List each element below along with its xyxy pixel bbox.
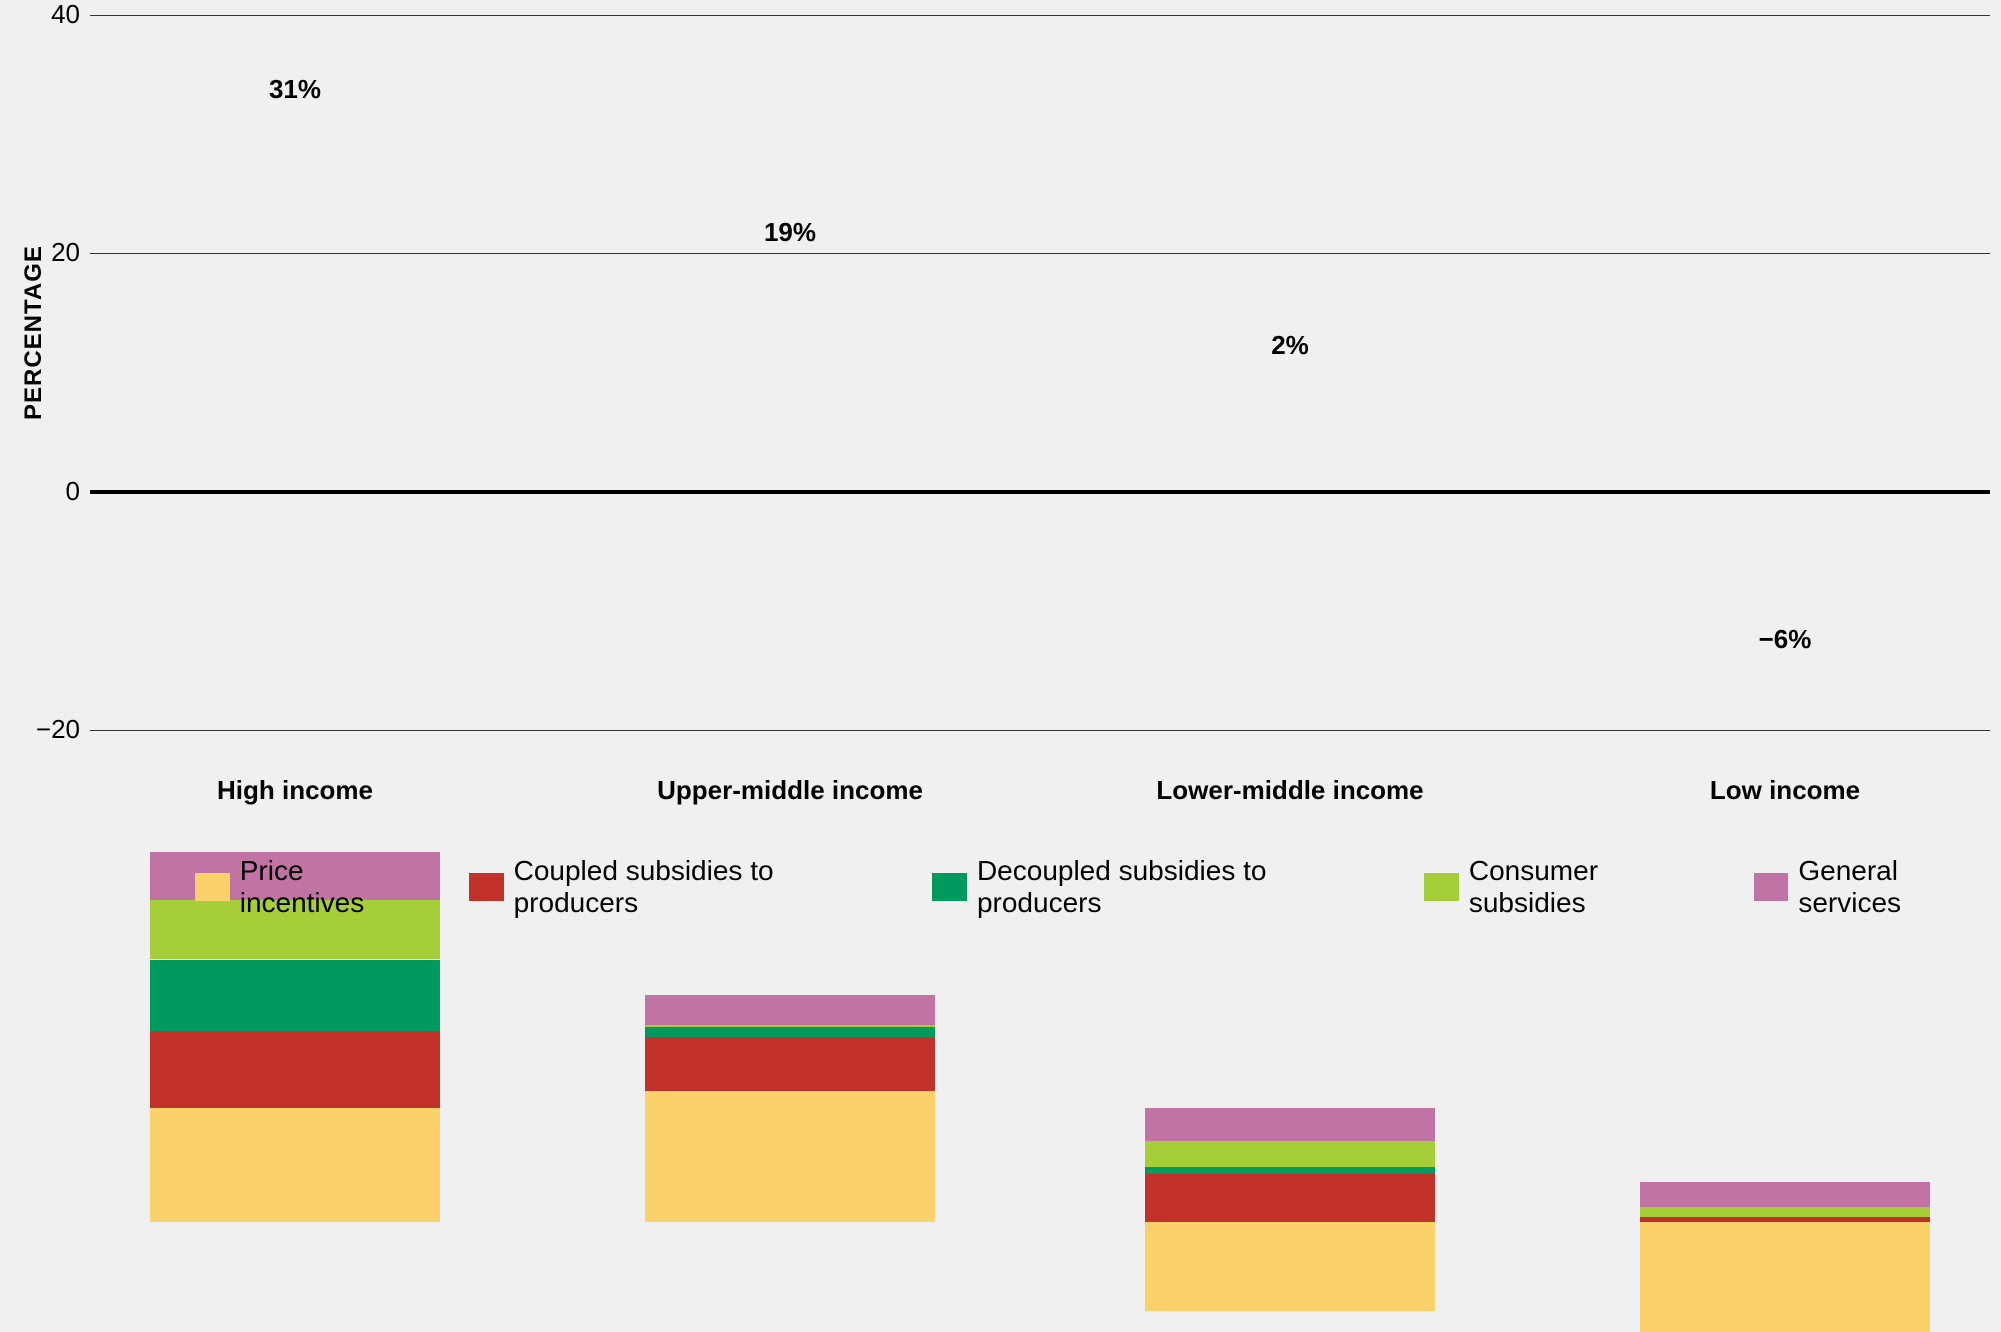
- bar-segment-decoupled-subsidies: [645, 1027, 935, 1037]
- bar-total-label: 31%: [235, 74, 355, 105]
- gridline: [90, 730, 1990, 731]
- bar-segment-price-incentives: [1640, 1222, 1930, 1332]
- category-label: Low income: [1710, 775, 1860, 806]
- bar-segment-decoupled-subsidies: [150, 960, 440, 1032]
- bar-segment-price-incentives: [1145, 1222, 1435, 1311]
- legend-item: General services: [1754, 855, 2001, 919]
- stacked-bar-chart: PERCENTAGE Price incentivesCoupled subsi…: [0, 0, 2001, 895]
- category-label: Lower-middle income: [1156, 775, 1423, 806]
- y-tick-label: 40: [30, 0, 80, 30]
- y-tick-label: −20: [30, 714, 80, 745]
- legend-item: Decoupled subsidies to producers: [932, 855, 1384, 919]
- legend-item: Consumer subsidies: [1424, 855, 1713, 919]
- bar-segment-general-services: [645, 995, 935, 1025]
- bar-total-label: 19%: [730, 217, 850, 248]
- legend-label: General services: [1798, 855, 2001, 919]
- bar-segment-consumer-subsidies: [1640, 1207, 1930, 1217]
- legend-swatch: [1754, 873, 1789, 901]
- legend-swatch: [469, 873, 504, 901]
- bar-segment-decoupled-subsidies: [1145, 1167, 1435, 1174]
- legend-label: Price incentives: [240, 855, 429, 919]
- bar-segment-coupled-subsidies: [1640, 1217, 1930, 1222]
- legend-swatch: [932, 873, 967, 901]
- bar-segment-coupled-subsidies: [645, 1037, 935, 1091]
- gridline: [90, 15, 1990, 16]
- legend: Price incentives Coupled subsidies to pro…: [195, 855, 2001, 919]
- zero-gridline: [90, 490, 1990, 494]
- category-label: High income: [217, 775, 373, 806]
- bar-segment-price-incentives: [150, 1108, 440, 1221]
- y-tick-label: 20: [30, 237, 80, 268]
- legend-swatch: [1424, 873, 1459, 901]
- legend-label: Consumer subsidies: [1469, 855, 1714, 919]
- bar-segment-coupled-subsidies: [1145, 1174, 1435, 1222]
- legend-swatch: [195, 873, 230, 901]
- bar-segment-general-services: [1145, 1108, 1435, 1140]
- legend-item: Coupled subsidies to producers: [469, 855, 892, 919]
- legend-label: Coupled subsidies to producers: [514, 855, 893, 919]
- legend-item: Price incentives: [195, 855, 429, 919]
- legend-label: Decoupled subsidies to producers: [977, 855, 1384, 919]
- category-label: Upper-middle income: [657, 775, 923, 806]
- y-tick-label: 0: [30, 476, 80, 507]
- bar-segment-general-services: [1640, 1182, 1930, 1207]
- y-axis-title: PERCENTAGE: [20, 245, 48, 420]
- bar-segment-price-incentives: [645, 1091, 935, 1222]
- bar-segment-coupled-subsidies: [150, 1031, 440, 1108]
- gridline: [90, 253, 1990, 254]
- bar-segment-consumer-subsidies: [645, 1025, 935, 1027]
- bar-total-label: 2%: [1230, 330, 1350, 361]
- bar-total-label: −6%: [1725, 624, 1845, 655]
- bar-segment-consumer-subsidies: [1145, 1141, 1435, 1167]
- plot-area: [90, 0, 1990, 730]
